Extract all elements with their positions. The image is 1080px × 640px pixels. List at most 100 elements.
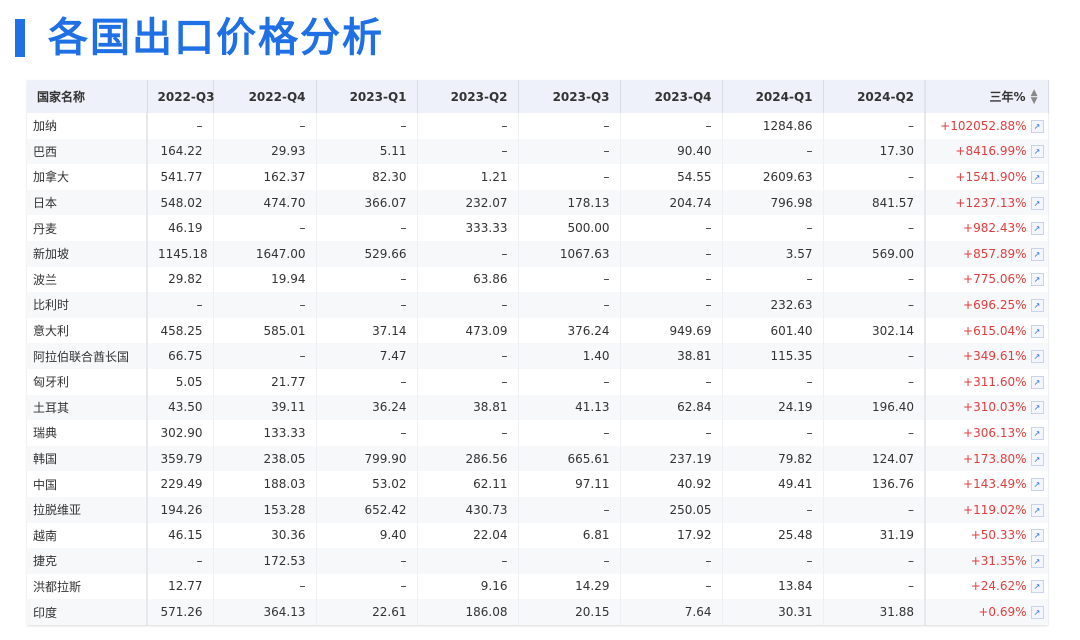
price-cell: 38.81 — [417, 394, 519, 421]
trend-chart-icon[interactable]: ↗ — [1030, 580, 1044, 594]
trend-chart-icon[interactable]: ↗ — [1030, 196, 1044, 210]
page-title: 各国出口价格分析 — [48, 15, 384, 61]
cell-value: 188.03 — [263, 477, 306, 492]
cell-value: +311.60% — [963, 374, 1027, 389]
cell-value: 中国 — [33, 477, 58, 492]
cell-value: – — [501, 144, 508, 159]
cell-value: 841.57 — [872, 195, 914, 210]
column-header-label: 国家名称 — [37, 90, 86, 104]
country-name-cell: 越南 — [27, 522, 148, 549]
cell-value: 36.24 — [372, 400, 407, 415]
cell-value: 波兰 — [33, 272, 58, 287]
trend-chart-icon[interactable]: ↗ — [1030, 452, 1044, 466]
cell-value: – — [501, 553, 508, 568]
cell-value: 韩国 — [33, 452, 58, 467]
column-header-three-year-pct[interactable]: 三年% ▲ ▼ — [924, 80, 1049, 113]
price-cell: – — [620, 573, 723, 600]
column-header-quarter: 2024-Q2 — [823, 80, 926, 113]
price-cell: 37.14 — [316, 317, 418, 344]
country-name-cell: 加拿大 — [27, 164, 148, 190]
price-cell: 194.26 — [147, 496, 214, 523]
price-cell: – — [722, 368, 824, 395]
trend-chart-icon[interactable]: ↗ — [1030, 170, 1044, 184]
trend-chart-icon[interactable]: ↗ — [1030, 324, 1044, 338]
cell-value: – — [806, 221, 813, 236]
column-header-quarter: 2022-Q4 — [213, 80, 317, 113]
price-cell: 30.36 — [213, 522, 317, 549]
trend-chart-icon[interactable]: ↗ — [1030, 554, 1044, 568]
cell-value: – — [501, 349, 508, 364]
cell-value: – — [400, 579, 407, 594]
cell-value: 7.47 — [379, 349, 407, 364]
cell-value: 38.81 — [677, 349, 712, 364]
price-cell: 796.98 — [722, 189, 824, 216]
trend-chart-icon[interactable]: ↗ — [1030, 350, 1044, 364]
trend-chart-icon[interactable]: ↗ — [1030, 606, 1044, 620]
price-cell: – — [823, 420, 926, 446]
price-cell: 376.24 — [518, 317, 621, 344]
cell-value: 拉脱维亚 — [33, 503, 82, 518]
price-cell: 25.48 — [722, 522, 824, 549]
three-year-pct-cell: +615.04% ↗ — [924, 317, 1049, 344]
price-cell: 7.47 — [316, 343, 418, 369]
cell-value: 333.33 — [465, 221, 508, 236]
trend-chart-icon[interactable]: ↗ — [1030, 503, 1044, 517]
price-cell: 13.84 — [722, 573, 824, 600]
three-year-pct-cell: +1541.90% ↗ — [924, 164, 1049, 190]
cell-value: – — [299, 221, 306, 236]
cell-value: – — [806, 553, 813, 568]
price-cell: 38.81 — [620, 343, 723, 369]
trend-chart-icon[interactable]: ↗ — [1030, 298, 1044, 312]
price-cell: 21.77 — [213, 368, 317, 395]
cell-value: 799.90 — [364, 451, 407, 466]
cell-value: – — [501, 374, 508, 389]
trend-chart-icon[interactable]: ↗ — [1030, 273, 1044, 287]
table-row: 土耳其 43.50 39.11 36.24 38.81 41.13 62.84 24.19 19… — [27, 394, 1049, 421]
three-year-pct-cell: +143.49% ↗ — [924, 471, 1049, 497]
trend-chart-icon[interactable]: ↗ — [1030, 222, 1044, 236]
trend-chart-icon[interactable]: ↗ — [1030, 119, 1044, 133]
cell-value: 97.11 — [575, 477, 610, 492]
cell-value: 31.88 — [879, 605, 914, 620]
price-cell: 569.00 — [823, 240, 926, 267]
price-cell: – — [518, 292, 621, 318]
price-cell: 31.88 — [823, 599, 926, 625]
cell-value: – — [501, 425, 508, 440]
price-cell: 1067.63 — [518, 240, 621, 267]
price-cell: – — [518, 138, 621, 165]
cell-value: 匈牙利 — [33, 375, 70, 390]
sort-updown-icon[interactable]: ▲ ▼ — [1030, 88, 1038, 107]
cell-value: 153.28 — [263, 502, 306, 517]
cell-value: 569.00 — [872, 246, 914, 261]
trend-chart-icon[interactable]: ↗ — [1030, 426, 1044, 440]
price-cell: – — [620, 420, 723, 446]
cell-value: 124.07 — [872, 451, 914, 466]
price-cell: 229.49 — [147, 471, 214, 497]
trend-chart-icon[interactable]: ↗ — [1030, 529, 1044, 543]
cell-value: 250.05 — [669, 502, 712, 517]
cell-value: – — [908, 579, 914, 594]
price-cell: – — [316, 548, 418, 574]
cell-value: – — [603, 297, 610, 312]
cell-value: – — [501, 118, 508, 133]
trend-chart-icon[interactable]: ↗ — [1030, 401, 1044, 415]
cell-value: – — [400, 425, 407, 440]
trend-chart-icon[interactable]: ↗ — [1030, 145, 1044, 159]
three-year-pct-cell: +1237.13% ↗ — [924, 189, 1049, 216]
cell-value: – — [196, 118, 203, 133]
cell-value: 14.29 — [575, 579, 610, 594]
cell-value: – — [705, 118, 712, 133]
column-header-label: 2023-Q4 — [654, 89, 712, 104]
cell-value: – — [400, 553, 407, 568]
country-name-cell: 捷克 — [27, 548, 148, 574]
price-cell: 17.92 — [620, 522, 723, 549]
cell-value: +119.02% — [963, 502, 1027, 517]
trend-chart-icon[interactable]: ↗ — [1030, 478, 1044, 492]
trend-chart-icon[interactable]: ↗ — [1030, 375, 1044, 389]
trend-chart-icon[interactable]: ↗ — [1030, 247, 1044, 261]
cell-value: 瑞典 — [33, 426, 58, 441]
price-cell: – — [823, 548, 926, 574]
cell-value: 204.74 — [669, 195, 712, 210]
price-cell: – — [823, 215, 926, 241]
price-cell: – — [518, 420, 621, 446]
